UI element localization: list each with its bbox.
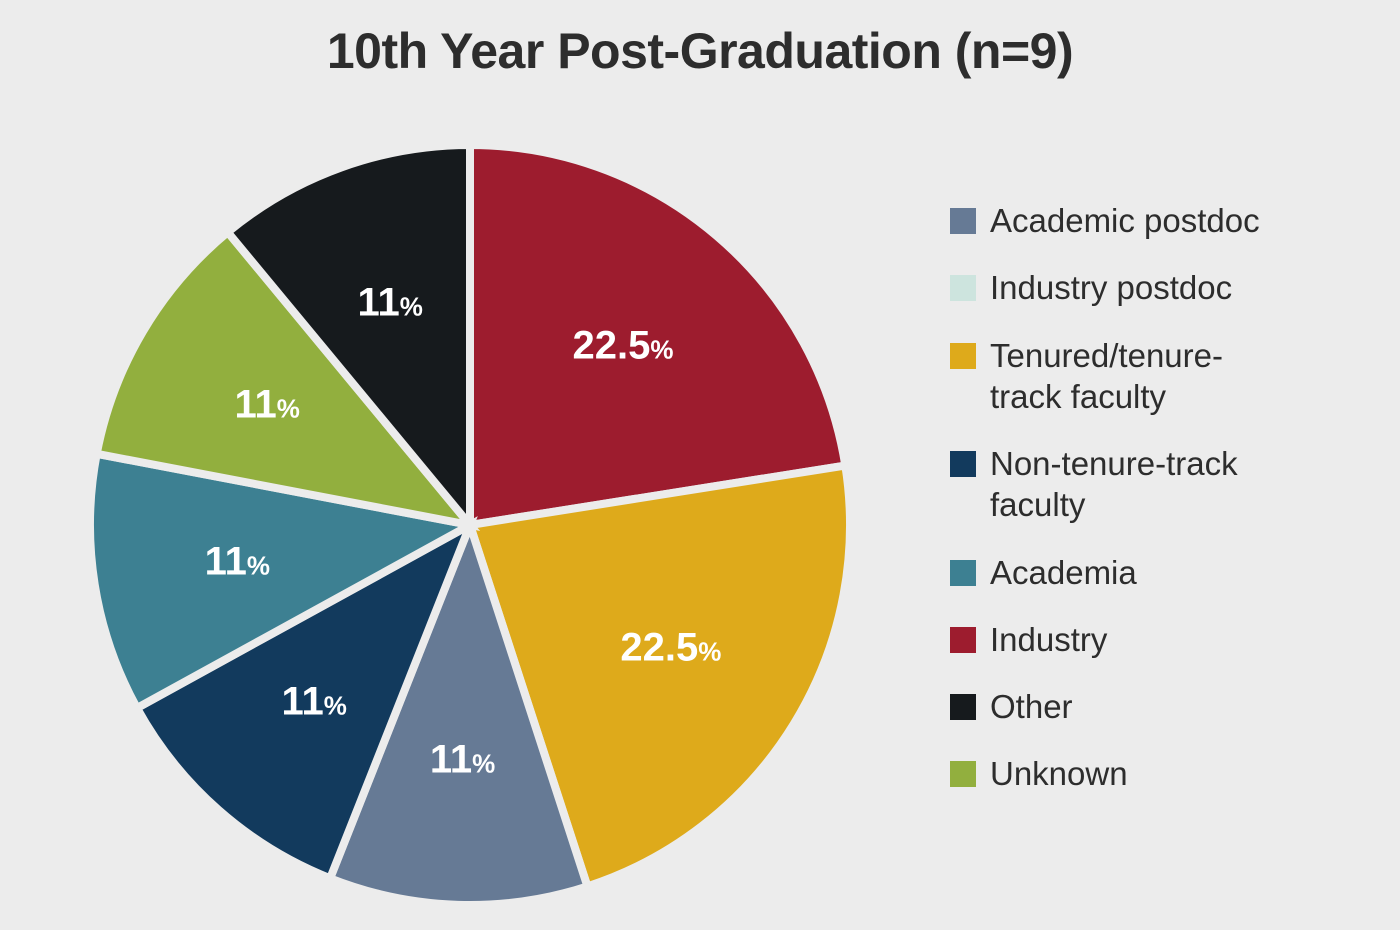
legend-label: Unknown bbox=[990, 753, 1128, 794]
legend-label: Non-tenure-track faculty bbox=[990, 443, 1238, 526]
pie-svg bbox=[80, 135, 860, 915]
legend-label: Other bbox=[990, 686, 1073, 727]
legend-label: Industry postdoc bbox=[990, 267, 1232, 308]
legend-swatch bbox=[950, 275, 976, 301]
legend-swatch bbox=[950, 451, 976, 477]
legend: Academic postdoc Industry postdoc Tenured/… bbox=[950, 200, 1330, 821]
chart-container: 10th Year Post-Graduation (n=9) 22.5%22.… bbox=[0, 0, 1400, 930]
slice-label: 11% bbox=[357, 281, 422, 326]
legend-label: Academia bbox=[990, 552, 1137, 593]
legend-swatch bbox=[950, 343, 976, 369]
chart-title: 10th Year Post-Graduation (n=9) bbox=[0, 22, 1400, 80]
legend-item: Other bbox=[950, 686, 1330, 727]
slice-label: 11% bbox=[430, 738, 495, 783]
legend-item: Academia bbox=[950, 552, 1330, 593]
legend-swatch bbox=[950, 208, 976, 234]
slice-label: 22.5% bbox=[620, 626, 721, 671]
legend-item: Industry bbox=[950, 619, 1330, 660]
legend-swatch bbox=[950, 627, 976, 653]
legend-item: Unknown bbox=[950, 753, 1330, 794]
legend-swatch bbox=[950, 761, 976, 787]
pie-chart: 22.5% 22.5% 11% 11% 11% 11% 11% bbox=[80, 135, 860, 915]
legend-label: Tenured/tenure- track faculty bbox=[990, 335, 1223, 418]
legend-swatch bbox=[950, 694, 976, 720]
slice-label: 22.5% bbox=[573, 323, 674, 368]
legend-item: Academic postdoc bbox=[950, 200, 1330, 241]
legend-item: Industry postdoc bbox=[950, 267, 1330, 308]
slice-label: 11% bbox=[234, 383, 299, 428]
legend-item: Tenured/tenure- track faculty bbox=[950, 335, 1330, 418]
slice-label: 11% bbox=[205, 539, 270, 584]
legend-label: Industry bbox=[990, 619, 1107, 660]
slice-label: 11% bbox=[281, 679, 346, 724]
legend-label: Academic postdoc bbox=[990, 200, 1260, 241]
legend-item: Non-tenure-track faculty bbox=[950, 443, 1330, 526]
legend-swatch bbox=[950, 560, 976, 586]
